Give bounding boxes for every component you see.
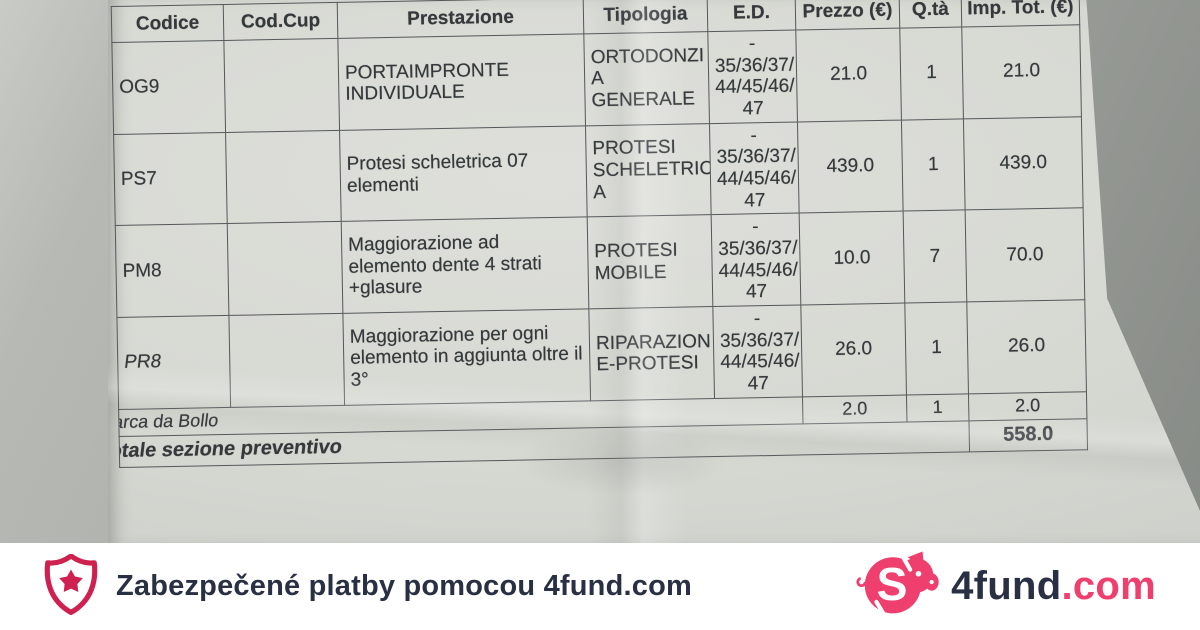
col-header-prezzo: Prezzo (€) <box>795 0 900 30</box>
cell-prestazione: PORTAIMPRONTE INDIVIDUALE <box>337 33 586 131</box>
cell-imp-tot: 70.0 <box>965 208 1085 302</box>
cell-qta: 1 <box>899 26 964 120</box>
cell-total-value: 558.0 <box>968 418 1088 452</box>
cell-qta: 1 <box>901 118 966 212</box>
table-row: PS7 Protesi scheletrica 07 elementi PROT… <box>113 116 1084 226</box>
cell-ed: - 35/36/37/ 44/45/46/ 47 <box>711 213 801 307</box>
cell-tipologia: PROTESI SCHELETRIC A <box>585 123 712 218</box>
footer-banner: Zabezpečené platby pomocou 4fund.com S 4… <box>0 543 1200 630</box>
quote-table: Codice Cod.Cup Prestazione Tipologia E.D… <box>111 0 1088 467</box>
table-row: PR8 Maggiorazione per ogni elemento in a… <box>116 299 1087 409</box>
brand-wordmark: 4fund.com <box>951 564 1156 608</box>
col-header-codice: Codice <box>111 4 224 43</box>
invoice-photo: Codice Cod.Cup Prestazione Tipologia E.D… <box>0 0 1200 543</box>
cell-prestazione: Maggiorazione per ogni elemento in aggiu… <box>342 308 591 405</box>
cell-ed: - 35/36/37/ 44/45/46/ 47 <box>709 121 800 215</box>
cell-codcup <box>228 313 345 407</box>
cell-imp-tot: 2.0 <box>968 391 1087 421</box>
cell-tipologia: RIPARAZION E-PROTESI <box>588 306 715 401</box>
col-header-imp-tot: Imp. Tot. (€) <box>961 0 1080 27</box>
cell-codcup <box>225 130 342 224</box>
cell-tipologia: PROTESI MOBILE <box>587 214 713 309</box>
cell-codice: PS7 <box>113 132 228 226</box>
table-row: OG9 PORTAIMPRONTE INDIVIDUALE ORTODONZI … <box>111 24 1082 135</box>
cell-prezzo: 26.0 <box>800 302 907 397</box>
cell-codcup <box>227 221 343 316</box>
table-row: PM8 Maggiorazione ad elemento dente 4 st… <box>115 208 1085 318</box>
svg-text:S: S <box>877 558 908 610</box>
cell-imp-tot: 21.0 <box>961 24 1082 119</box>
4fund-logo-link[interactable]: S 4fund.com <box>853 549 1156 625</box>
secure-payments-text: Zabezpečené platby pomocou 4fund.com <box>116 570 692 602</box>
cell-codice: PR8 <box>116 315 231 409</box>
cell-prezzo: 2.0 <box>802 394 907 424</box>
cell-prestazione: Protesi scheletrica 07 elementi <box>339 125 588 222</box>
piggy-bank-icon: S <box>853 549 941 625</box>
cell-codice: OG9 <box>111 40 226 135</box>
col-header-tipologia: Tipologia <box>583 0 708 34</box>
cell-imp-tot: 439.0 <box>963 116 1084 211</box>
cell-prestazione: Maggiorazione ad elemento dente 4 strati… <box>341 217 589 314</box>
cell-codcup <box>223 38 340 133</box>
cell-tipologia: ORTODONZI A GENERALE <box>583 31 710 126</box>
paper-sheet: Codice Cod.Cup Prestazione Tipologia E.D… <box>108 0 1200 543</box>
quote-document: Codice Cod.Cup Prestazione Tipologia E.D… <box>111 0 1093 543</box>
cell-qta: 1 <box>906 393 969 422</box>
col-header-ed: E.D. <box>707 0 796 32</box>
cell-ed: - 35/36/37/ 44/45/46/ 47 <box>712 304 803 399</box>
cell-ed: - 35/36/37/ 44/45/46/ 47 <box>707 29 798 124</box>
cell-prezzo: 21.0 <box>795 28 902 122</box>
col-header-prestazione: Prestazione <box>337 0 584 39</box>
cell-prezzo: 439.0 <box>797 119 904 214</box>
col-header-codcup: Cod.Cup <box>223 2 338 41</box>
cell-codice: PM8 <box>115 223 229 318</box>
col-header-qta: Q.tà <box>899 0 962 29</box>
cell-prezzo: 10.0 <box>799 211 905 305</box>
secure-payments-block: Zabezpečené platby pomocou 4fund.com <box>44 552 692 620</box>
cell-qta: 1 <box>904 301 969 395</box>
cell-imp-tot: 26.0 <box>966 299 1087 394</box>
shield-star-icon <box>44 552 98 620</box>
cell-qta: 7 <box>903 210 967 303</box>
